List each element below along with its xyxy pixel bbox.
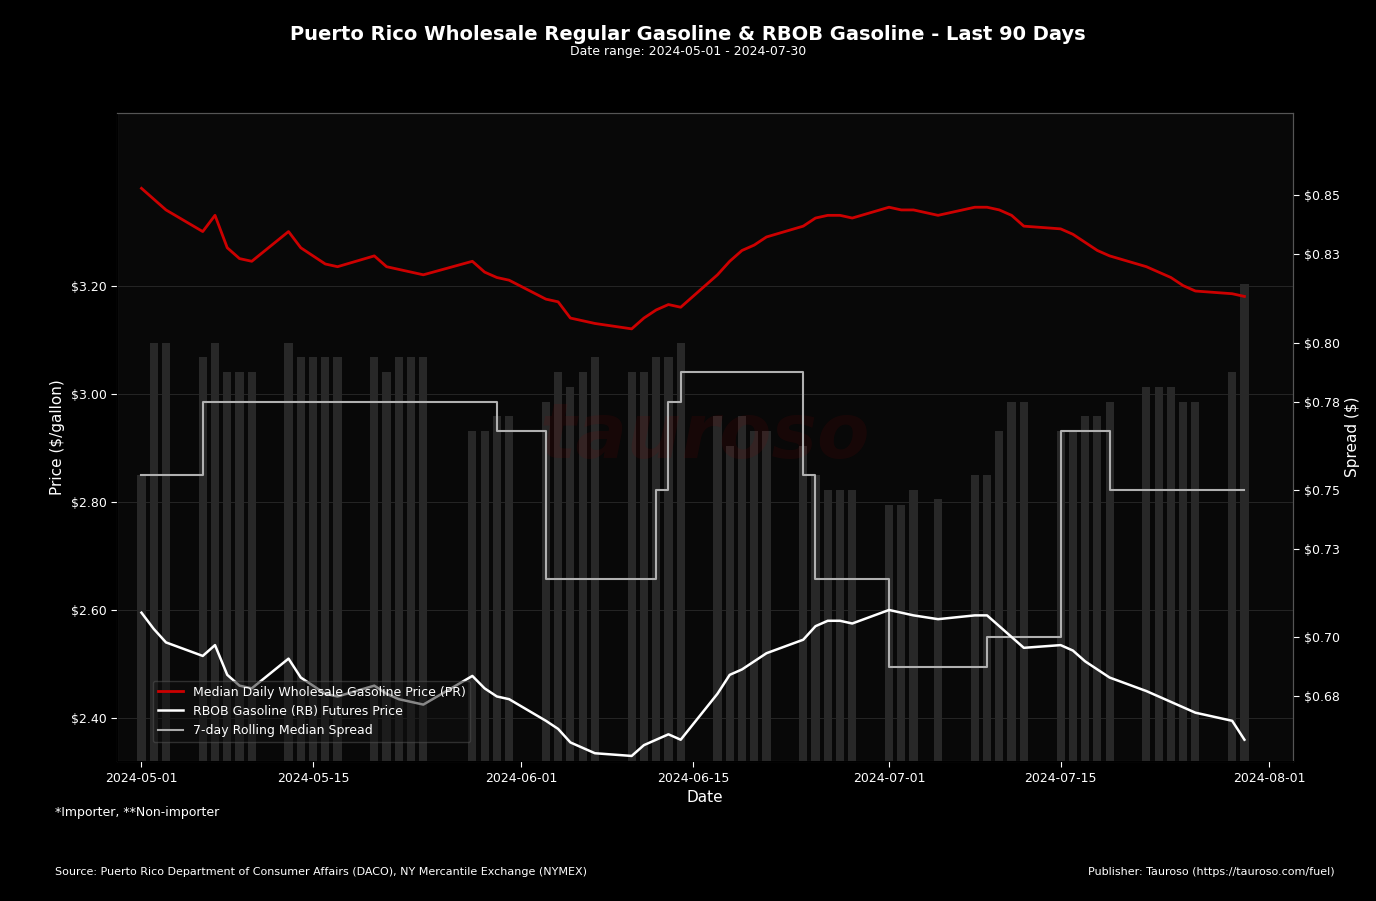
Bar xyxy=(652,358,660,761)
Bar xyxy=(395,358,403,761)
Bar xyxy=(578,372,586,761)
Bar xyxy=(970,476,978,761)
Text: tauroso: tauroso xyxy=(539,400,871,474)
Bar xyxy=(762,431,771,761)
Bar xyxy=(468,431,476,761)
Bar xyxy=(198,358,206,761)
Bar xyxy=(480,431,488,761)
Bar xyxy=(407,358,416,761)
Bar xyxy=(370,358,378,761)
Bar xyxy=(934,499,943,761)
Bar xyxy=(248,372,256,761)
Bar xyxy=(505,416,513,761)
Bar xyxy=(1069,431,1077,761)
Bar xyxy=(1154,387,1163,761)
Bar xyxy=(982,476,991,761)
Bar xyxy=(725,446,733,761)
Text: Publisher: Tauroso (https://tauroso.com/fuel): Publisher: Tauroso (https://tauroso.com/… xyxy=(1088,867,1335,877)
Bar xyxy=(910,490,918,761)
Bar xyxy=(1094,416,1101,761)
Bar xyxy=(333,358,341,761)
Bar xyxy=(420,358,428,761)
Bar xyxy=(677,342,685,761)
Bar xyxy=(1167,387,1175,761)
Bar xyxy=(812,476,820,761)
Bar xyxy=(1105,402,1113,761)
Bar xyxy=(665,358,673,761)
Bar xyxy=(995,431,1003,761)
Bar xyxy=(1020,402,1028,761)
Bar xyxy=(1057,431,1065,761)
Bar xyxy=(713,416,721,761)
Bar xyxy=(493,416,501,761)
Bar xyxy=(211,342,219,761)
Bar xyxy=(223,372,231,761)
Bar xyxy=(1240,284,1248,761)
Bar xyxy=(297,358,305,761)
Bar xyxy=(285,342,293,761)
Bar xyxy=(885,505,893,761)
Bar xyxy=(750,431,758,761)
Bar xyxy=(310,358,316,761)
Text: Source: Puerto Rico Department of Consumer Affairs (DACO), NY Mercantile Exchang: Source: Puerto Rico Department of Consum… xyxy=(55,867,588,877)
Bar xyxy=(590,358,599,761)
Bar xyxy=(1142,387,1150,761)
Bar xyxy=(1227,372,1236,761)
Bar xyxy=(1192,402,1200,761)
Legend: Median Daily Wholesale Gasoline Price (PR), RBOB Gasoline (RB) Futures Price, 7-: Median Daily Wholesale Gasoline Price (P… xyxy=(153,680,471,742)
Bar xyxy=(1179,402,1187,761)
Bar xyxy=(640,372,648,761)
Bar xyxy=(555,372,563,761)
Bar xyxy=(835,490,843,761)
Text: Date range: 2024-05-01 - 2024-07-30: Date range: 2024-05-01 - 2024-07-30 xyxy=(570,45,806,58)
Y-axis label: Price ($/gallon): Price ($/gallon) xyxy=(50,379,65,495)
Bar xyxy=(383,372,391,761)
Bar xyxy=(799,446,808,761)
Bar xyxy=(848,490,856,761)
Bar xyxy=(627,372,636,761)
Bar xyxy=(321,358,329,761)
Bar xyxy=(235,372,244,761)
Bar xyxy=(567,387,574,761)
Y-axis label: Spread ($): Spread ($) xyxy=(1346,396,1361,478)
X-axis label: Date: Date xyxy=(687,790,724,805)
Bar xyxy=(824,490,832,761)
Bar xyxy=(738,416,746,761)
Bar xyxy=(542,402,550,761)
Bar xyxy=(162,342,171,761)
Text: Puerto Rico Wholesale Regular Gasoline & RBOB Gasoline - Last 90 Days: Puerto Rico Wholesale Regular Gasoline &… xyxy=(290,25,1086,44)
Bar xyxy=(897,505,905,761)
Bar xyxy=(138,476,146,761)
Text: *Importer, **Non-importer: *Importer, **Non-importer xyxy=(55,806,219,819)
Bar xyxy=(150,342,158,761)
Bar xyxy=(1082,416,1090,761)
Bar xyxy=(1007,402,1015,761)
